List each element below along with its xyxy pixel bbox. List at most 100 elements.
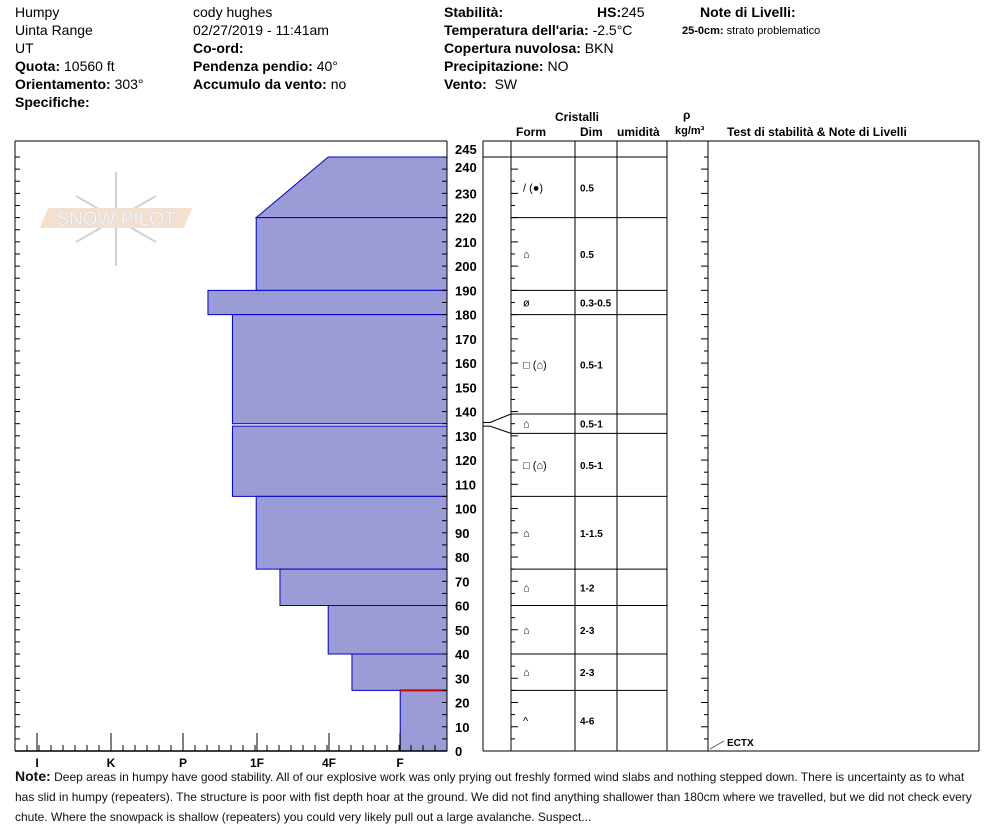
grain-size: 0.5-1 xyxy=(580,461,603,472)
hardness-layer xyxy=(351,653,448,691)
faceted-rounded-icon: ⌂ xyxy=(523,625,530,637)
hardness-layer xyxy=(279,568,448,607)
height-label: 120 xyxy=(455,453,477,468)
height-label: 90 xyxy=(455,526,469,541)
height-label: 20 xyxy=(455,696,469,711)
height-label: 130 xyxy=(455,429,477,444)
height-label: 210 xyxy=(455,235,477,250)
hardness-layer xyxy=(231,425,448,497)
header-density-unit: kg/m³ xyxy=(675,125,705,137)
height-label: 190 xyxy=(455,283,477,298)
datetime: 02/27/2019 - 11:41am xyxy=(193,22,329,38)
snow-height: HS:245 xyxy=(597,4,645,20)
height-label: 140 xyxy=(455,405,477,420)
faceted-rounded-icon: ⌂ xyxy=(523,419,530,431)
height-label: 50 xyxy=(455,623,469,638)
height-label: 80 xyxy=(455,550,469,565)
wind: Vento: SW xyxy=(444,76,518,92)
faceted-rounded-icon: ⌂ xyxy=(523,249,530,261)
header-moisture: umidità xyxy=(617,125,660,139)
hardness-layer xyxy=(207,289,448,316)
hardness-layer xyxy=(399,689,448,752)
grain-size: 4-6 xyxy=(580,717,595,728)
header-size: Dim xyxy=(580,125,603,139)
elevation: Quota: 10560 ft xyxy=(15,58,115,74)
height-label: 60 xyxy=(455,599,469,614)
grain-size: 2-3 xyxy=(580,668,595,679)
depth-hoar-icon: ^ xyxy=(523,716,529,728)
hardness-layer xyxy=(327,605,448,655)
grain-size: 0.5 xyxy=(580,183,594,194)
precipitation-particles-icon: / (●) xyxy=(523,182,543,194)
logo-text: SNOW PILOT xyxy=(56,209,176,230)
grain-size: 0.5-1 xyxy=(580,360,603,371)
header-rho: ρ xyxy=(683,108,690,122)
hardness-label-1F: 1F xyxy=(250,756,264,770)
coordinates: Co-ord: xyxy=(193,40,244,56)
note-text: Deep areas in humpy have good stability.… xyxy=(15,770,972,824)
melt-freeze-crust-icon: ø xyxy=(523,297,530,309)
layer-note: 25-0cm: strato problematico xyxy=(682,25,821,37)
location: Humpy xyxy=(15,4,60,20)
note: Note: Deep areas in humpy have good stab… xyxy=(15,766,985,827)
height-label: 220 xyxy=(455,211,477,226)
faceted-rounded-icon: ⌂ xyxy=(523,528,530,540)
height-label: 150 xyxy=(455,380,477,395)
height-label: 30 xyxy=(455,671,469,686)
aspect: Orientamento: 303° xyxy=(15,76,144,92)
slope-angle: Pendenza pendio: 40° xyxy=(193,58,338,74)
hardness-layer xyxy=(255,217,448,291)
observer: cody hughes xyxy=(193,4,273,20)
hardness-label-P: P xyxy=(179,756,187,770)
grain-size: 0.5 xyxy=(580,250,594,261)
grain-size: 0.5-1 xyxy=(580,420,603,431)
hardness-layer xyxy=(231,314,448,425)
header-tests: Test di stabilità & Note di Livelli xyxy=(727,125,907,139)
height-label: 100 xyxy=(455,502,477,517)
hardness-layer xyxy=(255,495,448,570)
height-label: 170 xyxy=(455,332,477,347)
height-label: 110 xyxy=(455,477,476,492)
hardness-layer xyxy=(254,156,448,219)
height-label: 200 xyxy=(455,259,477,274)
state: UT xyxy=(15,40,34,56)
header-crystals: Cristalli xyxy=(555,110,599,124)
faceted-icon: □ (⌂) xyxy=(523,359,547,371)
sky-cover: Copertura nuvolosa: BKN xyxy=(444,40,614,56)
faceted-icon: □ (⌂) xyxy=(523,460,547,472)
height-label: 70 xyxy=(455,574,469,589)
wind-loading: Accumulo da vento: no xyxy=(193,76,347,92)
hardness-label-K: K xyxy=(107,756,116,770)
hardness-label-F: F xyxy=(396,756,403,770)
grain-size: 0.3-0.5 xyxy=(580,298,612,309)
layer-notes-title: Note di Livelli: xyxy=(700,4,796,20)
height-label: 0 xyxy=(455,744,462,759)
faceted-rounded-icon: ⌂ xyxy=(523,582,530,594)
height-label: 180 xyxy=(455,308,477,323)
height-label: 245 xyxy=(455,142,477,157)
specifics: Specifiche: xyxy=(15,94,90,110)
height-label: 230 xyxy=(455,186,477,201)
grain-size: 1-1.5 xyxy=(580,529,603,540)
header-form: Form xyxy=(516,125,546,139)
hardness-label-4F: 4F xyxy=(322,756,336,770)
stability: Stabilità: xyxy=(444,4,504,20)
air-temperature: Temperatura dell'aria: -2.5°C xyxy=(444,22,633,38)
height-label: 240 xyxy=(455,160,477,175)
height-label: 40 xyxy=(455,647,469,662)
height-label: 10 xyxy=(455,720,469,735)
layer-connector xyxy=(483,425,512,434)
range: Uinta Range xyxy=(15,22,93,38)
hardness-label-I: I xyxy=(35,756,38,770)
grain-size: 1-2 xyxy=(580,583,595,594)
height-label: 160 xyxy=(455,356,477,371)
stability-test-result: ECTX xyxy=(727,738,754,749)
note-label: Note: xyxy=(15,768,51,784)
precipitation: Precipitazione: NO xyxy=(444,58,569,74)
snowpilot-logo: SNOW PILOT xyxy=(40,172,192,266)
test-arrow-icon xyxy=(709,740,725,750)
faceted-rounded-icon: ⌂ xyxy=(523,667,530,679)
layer-connector xyxy=(483,413,512,423)
